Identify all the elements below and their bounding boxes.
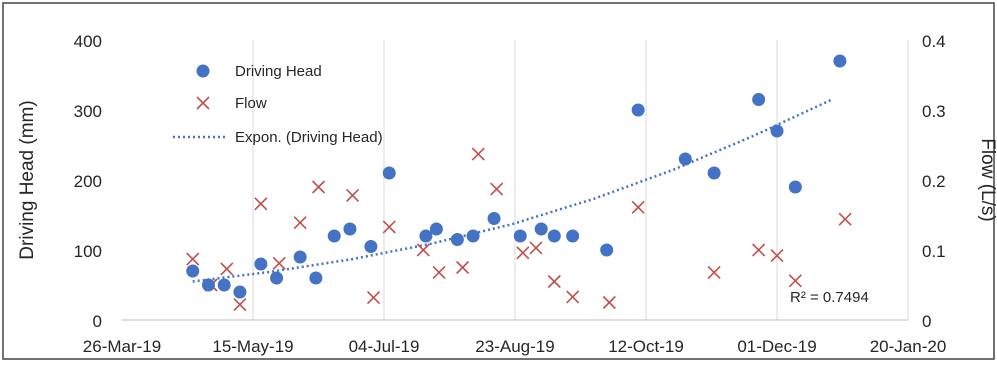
flow-point xyxy=(516,246,530,260)
driving-head-point xyxy=(327,229,341,243)
r-squared-label: R² = 0.7494 xyxy=(790,289,869,306)
flow-point xyxy=(272,256,286,270)
flow-point xyxy=(366,291,381,305)
driving-head-point xyxy=(186,264,200,278)
legend-flow-label: Flow xyxy=(235,95,267,112)
driving-head-point xyxy=(788,180,802,194)
x-tick-label: 26-Mar-19 xyxy=(83,337,161,356)
flow-point xyxy=(254,197,268,211)
driving-head-point xyxy=(364,240,378,253)
flow-point xyxy=(707,265,721,279)
driving-head-point xyxy=(547,229,561,243)
legend: Driving Head Flow Expon. (Driving Head) xyxy=(173,63,383,146)
driving-head-point xyxy=(631,103,645,117)
driving-head-point xyxy=(833,54,847,68)
y2-tick-label: 0.1 xyxy=(922,242,946,261)
driving-head-point xyxy=(534,222,548,236)
driving-head-point xyxy=(343,222,357,236)
y2-tick-label: 0 xyxy=(922,312,931,331)
flow-point xyxy=(490,182,504,196)
legend-trendline-label: Expon. (Driving Head) xyxy=(235,129,383,146)
flow-point xyxy=(566,290,580,304)
driving-head-point xyxy=(752,93,766,106)
y-tick-label: 400 xyxy=(74,32,102,51)
flow-point xyxy=(788,274,802,288)
driving-head-point xyxy=(450,233,464,246)
flow-point xyxy=(382,220,396,234)
driving-head-point xyxy=(429,222,443,236)
driving-head-point xyxy=(382,166,396,180)
trendline-layer xyxy=(192,98,833,283)
driving-head-point xyxy=(513,229,527,243)
driving-head-point xyxy=(293,250,307,264)
driving-head-point xyxy=(600,243,614,257)
flow-point xyxy=(471,147,485,161)
flow-point xyxy=(220,262,234,276)
driving-head-point xyxy=(233,285,247,299)
legend-flow-marker xyxy=(196,96,210,110)
y-tick-label: 0 xyxy=(93,312,102,331)
driving-head-point xyxy=(678,152,692,166)
axes: 26-Mar-19 15-May-19 04-Jul-19 23-Aug-19 12-O… xyxy=(74,32,947,356)
legend-driving-head-label: Driving Head xyxy=(235,63,322,80)
x-tick-label: 12-Oct-19 xyxy=(608,337,684,356)
driving-head-point xyxy=(309,271,323,285)
flow-point xyxy=(311,180,326,194)
trendline-expon-driving-head xyxy=(192,98,833,283)
y2-tick-label: 0.4 xyxy=(922,32,946,51)
flow-point xyxy=(838,212,852,226)
driving-head-point xyxy=(270,271,284,285)
x-tick-label: 23-Aug-19 xyxy=(475,337,554,356)
driving-head-point xyxy=(707,166,721,180)
flow-point xyxy=(529,241,543,255)
y-tick-label: 300 xyxy=(74,102,102,121)
driving-head-point xyxy=(466,229,480,243)
legend-driving-head-marker xyxy=(196,64,210,78)
y-tick-label: 200 xyxy=(74,172,102,191)
driving-head-point xyxy=(770,124,784,138)
driving-head-point xyxy=(419,229,433,243)
flow-point xyxy=(770,249,784,263)
flow-point xyxy=(233,298,247,312)
y-tick-label: 100 xyxy=(74,242,102,261)
flow-point xyxy=(186,252,200,266)
x-tick-label: 04-Jul-19 xyxy=(349,337,420,356)
driving-head-point xyxy=(487,212,501,225)
data-marks xyxy=(186,54,852,312)
y-axis-title: Driving Head (mm) xyxy=(17,100,38,259)
y2-axis-title: Flow (L/s) xyxy=(977,138,997,221)
driving-head-point xyxy=(566,229,580,243)
x-tick-label: 01-Dec-19 xyxy=(737,337,816,356)
chart-border xyxy=(2,2,995,360)
flow-point xyxy=(416,243,430,257)
y2-tick-label: 0.2 xyxy=(922,172,946,191)
flow-point xyxy=(345,188,360,202)
flow-point xyxy=(631,200,645,214)
flow-point xyxy=(547,274,561,289)
x-tick-label: 15-May-19 xyxy=(212,337,293,356)
flow-point xyxy=(432,265,446,279)
x-tick-label: 20-Jan-20 xyxy=(870,337,947,356)
flow-point xyxy=(456,260,470,275)
driving-head-point xyxy=(201,278,215,292)
driving-head-point xyxy=(217,278,231,292)
flow-point xyxy=(752,243,766,257)
flow-point xyxy=(293,216,307,230)
driving-head-point xyxy=(254,257,268,271)
flow-point xyxy=(602,295,616,310)
y2-tick-label: 0.3 xyxy=(922,102,946,121)
